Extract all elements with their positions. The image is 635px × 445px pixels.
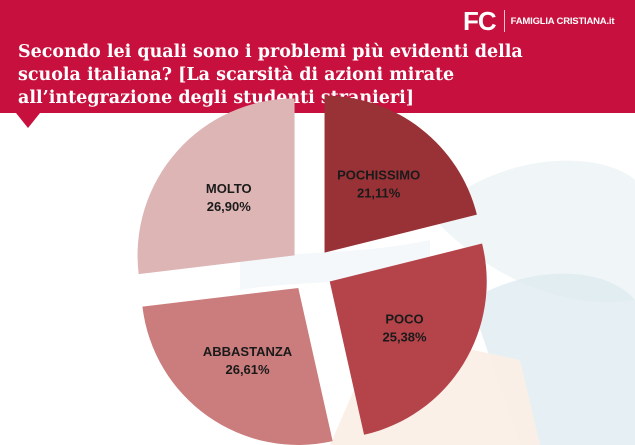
header-pointer	[16, 113, 40, 128]
pie-slice-abbastanza	[142, 287, 333, 445]
slice-value-abbastanza: 26,61%	[225, 362, 270, 377]
header-banner: Secondo lei quali sono i problemi più ev…	[0, 0, 635, 113]
slice-label-pochissimo: POCHISSIMO	[337, 167, 420, 182]
chart-title: Secondo lei quali sono i problemi più ev…	[18, 42, 523, 108]
slice-label-molto: MOLTO	[206, 181, 252, 196]
slice-value-pochissimo: 21,11%	[357, 185, 401, 200]
brand-logo[interactable]: FC FAMIGLIA CRISTIANA.it	[463, 6, 615, 36]
pie-slice-molto	[137, 98, 295, 275]
slice-value-poco: 25,38%	[382, 330, 427, 345]
slice-value-molto: 26,90%	[207, 199, 252, 214]
pie-slice-pochissimo	[324, 95, 477, 253]
slice-label-abbastanza: ABBASTANZA	[203, 344, 293, 359]
slice-label-poco: POCO	[385, 312, 423, 327]
brand-name: FAMIGLIA CRISTIANA.it	[510, 15, 615, 27]
brand-divider	[503, 10, 505, 32]
brand-mark: FC	[463, 6, 497, 36]
pie-slice-poco	[329, 243, 487, 435]
